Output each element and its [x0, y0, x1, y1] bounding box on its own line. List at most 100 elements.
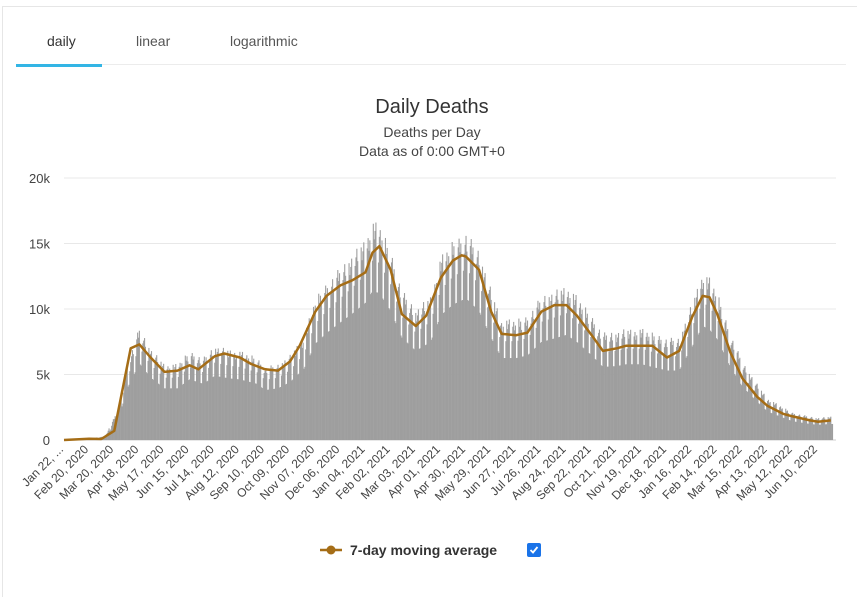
daily-bar	[452, 254, 454, 440]
daily-bar	[585, 307, 587, 440]
daily-bar	[742, 369, 744, 440]
daily-bar	[749, 379, 751, 440]
daily-bar	[282, 368, 284, 440]
daily-bar	[771, 413, 773, 440]
daily-bar	[428, 310, 430, 440]
daily-bar	[620, 349, 622, 440]
daily-bar	[286, 383, 288, 440]
daily-bar	[215, 355, 218, 440]
daily-bar	[599, 338, 601, 440]
daily-bar	[795, 421, 797, 440]
daily-bar	[561, 301, 563, 440]
legend-label[interactable]: 7-day moving average	[350, 542, 498, 558]
daily-bar	[565, 313, 568, 440]
daily-bar	[617, 337, 619, 440]
daily-bar	[332, 289, 335, 440]
daily-bar	[443, 312, 445, 440]
daily-bar	[700, 288, 702, 440]
daily-bar	[345, 317, 348, 440]
daily-bar	[501, 331, 503, 440]
daily-bar	[477, 250, 479, 440]
daily-bar	[637, 364, 640, 440]
daily-bar	[732, 340, 734, 440]
daily-bar	[689, 314, 691, 440]
daily-bar	[333, 327, 335, 440]
daily-bar	[157, 383, 159, 440]
daily-bar	[765, 409, 767, 440]
daily-bar	[375, 222, 377, 440]
daily-bar	[769, 402, 771, 440]
daily-bar	[348, 263, 350, 440]
daily-bar	[299, 347, 302, 440]
daily-bar	[754, 385, 756, 440]
daily-bar	[325, 285, 327, 440]
moving-average-series	[63, 244, 831, 442]
daily-bar	[447, 264, 449, 440]
daily-bar	[299, 359, 301, 440]
daily-bar	[259, 366, 261, 440]
daily-bar	[166, 369, 168, 440]
daily-bar	[356, 248, 358, 440]
daily-bar	[345, 275, 347, 440]
daily-bar	[120, 399, 122, 440]
moving-average-checkbox[interactable]	[527, 543, 542, 557]
daily-bar	[207, 380, 209, 440]
daily-bar	[273, 388, 275, 440]
daily-bar	[802, 419, 804, 440]
daily-bar	[410, 304, 412, 440]
tab-linear[interactable]: linear	[136, 33, 171, 49]
daily-bar	[760, 397, 762, 440]
daily-bar	[373, 239, 375, 440]
daily-bar	[136, 339, 138, 440]
chart-title: Daily Deaths	[375, 96, 488, 118]
daily-bar	[213, 376, 215, 440]
daily-bar	[233, 356, 235, 440]
daily-bar	[618, 365, 620, 440]
daily-bar	[624, 336, 626, 440]
daily-bar	[125, 375, 127, 440]
daily-bar	[537, 300, 539, 440]
daily-bar	[201, 383, 203, 440]
daily-bar	[741, 385, 743, 440]
daily-bar	[506, 320, 508, 440]
daily-bar	[818, 424, 821, 440]
daily-bar	[757, 388, 759, 440]
daily-bar	[455, 303, 457, 440]
daily-bar	[150, 351, 153, 440]
daily-bar	[584, 330, 586, 440]
daily-bar	[444, 285, 446, 440]
daily-bar	[568, 303, 570, 440]
daily-bar	[237, 379, 239, 440]
daily-bar	[352, 312, 354, 440]
daily-bar	[751, 377, 753, 440]
daily-bar	[165, 377, 167, 440]
legend-line-marker	[320, 545, 342, 555]
daily-bar	[421, 314, 423, 440]
daily-bar	[603, 336, 605, 440]
daily-bar	[250, 370, 252, 440]
daily-bar	[807, 423, 809, 440]
daily-bar	[664, 343, 666, 440]
daily-bar	[383, 299, 385, 440]
tab-daily[interactable]: daily	[47, 33, 76, 49]
daily-bar	[366, 248, 368, 440]
daily-bar	[693, 323, 695, 440]
daily-bar	[779, 406, 782, 440]
daily-bar	[564, 335, 566, 440]
daily-bar	[321, 337, 323, 440]
daily-bar	[687, 336, 689, 440]
daily-bar	[786, 411, 788, 440]
daily-bar	[617, 332, 620, 440]
daily-bar	[817, 419, 819, 440]
daily-bar	[247, 361, 249, 440]
daily-bar	[242, 380, 244, 440]
daily-bar	[800, 422, 802, 440]
daily-bar	[365, 272, 367, 440]
daily-bar	[662, 369, 664, 440]
daily-bar	[222, 347, 224, 440]
daily-bar	[638, 348, 640, 440]
tab-logarithmic[interactable]: logarithmic	[230, 33, 298, 49]
daily-bar	[425, 344, 427, 440]
daily-bar	[663, 355, 665, 440]
daily-bar	[525, 317, 527, 440]
